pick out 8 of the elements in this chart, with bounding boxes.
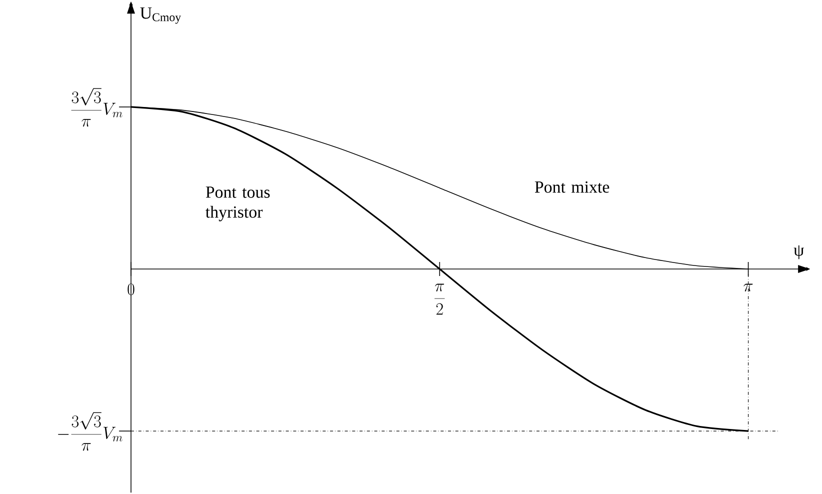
text: Pont tous thyristor [206, 186, 270, 222]
x-tick-label: $\frac{\pi}{2}$ [434, 284, 445, 315]
annotation: $-\frac{3\sqrt{3}}{\pi}V_m$ [58, 412, 122, 451]
series-label: Pont mixte [534, 181, 610, 193]
x-axis-title: ψ [794, 245, 804, 260]
annotation: $\frac{3\sqrt{3}}{\pi}V_m$ [71, 88, 122, 127]
y-axis-title: U$_{Cmoy}$ [140, 7, 182, 24]
x-tick-label: $\pi$ [744, 284, 753, 292]
